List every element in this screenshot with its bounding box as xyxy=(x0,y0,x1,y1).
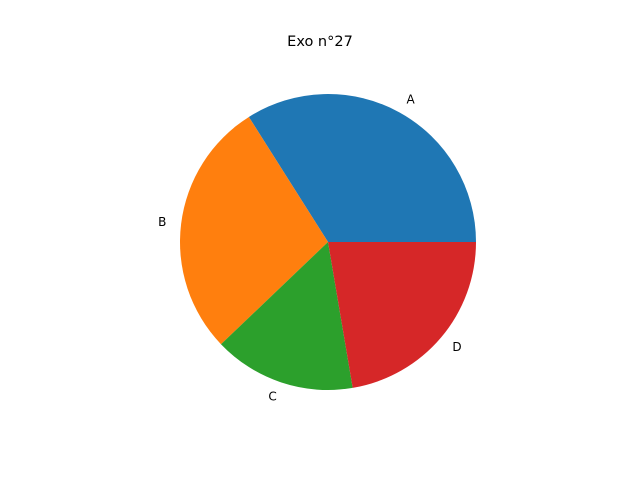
pie-label-c: C xyxy=(268,390,276,404)
pie-slice-d xyxy=(328,242,476,388)
pie-slice-c xyxy=(220,242,353,390)
pie-slice-a xyxy=(248,93,477,242)
pie-label-a: A xyxy=(407,92,416,106)
chart-title: Exo n°27 xyxy=(287,34,353,50)
pie-slices xyxy=(179,93,477,390)
pie-label-b: B xyxy=(158,215,166,229)
pie-labels: A B C D xyxy=(158,92,461,403)
pie-label-d: D xyxy=(452,340,461,354)
pie-slice-b xyxy=(179,116,328,345)
